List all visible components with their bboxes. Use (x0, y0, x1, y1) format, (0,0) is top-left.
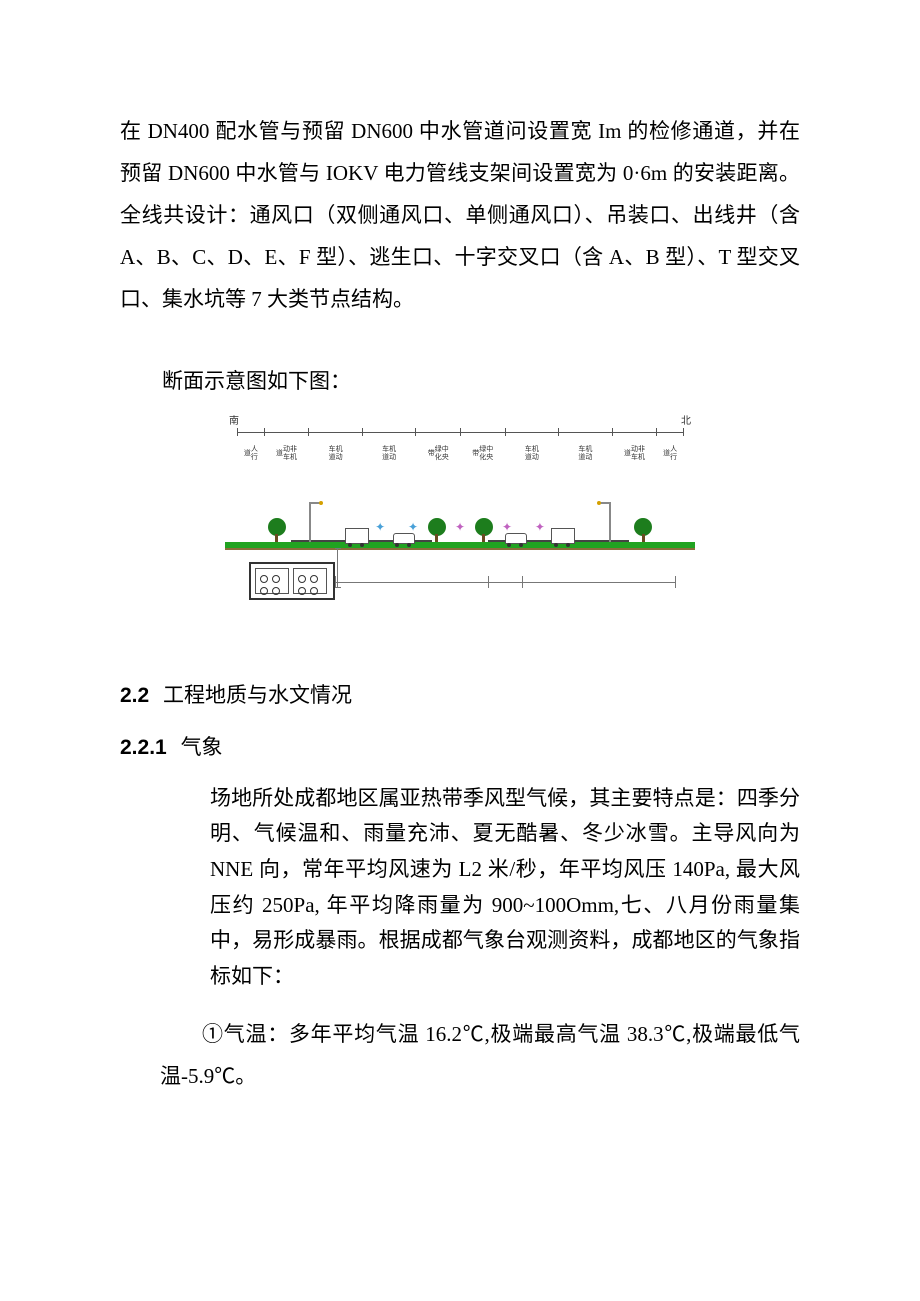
street-lamp-icon (609, 502, 611, 542)
paragraph-2-2-1-body: 场地所处成都地区属亚热带季风型气候，其主要特点是：四季分明、气候温和、雨量充沛、… (210, 781, 800, 995)
pipe-icon (298, 587, 306, 595)
bottom-dimension-rule (335, 582, 675, 583)
dimension-tick (335, 576, 336, 588)
pipe-icon (260, 575, 268, 583)
pipe-icon (310, 587, 318, 595)
dimension-tick (505, 428, 506, 436)
lane-label: 中央绿化带 (427, 442, 448, 464)
bottom-dimension-line (335, 572, 675, 602)
lane-label: 人行道 (663, 442, 677, 464)
paragraph-2-2-1-item1: ①气温：多年平均气温 16.2℃,极端最高气温 38.3℃,极端最低气温-5.9… (160, 1013, 800, 1097)
dimension-tick (683, 428, 684, 436)
dimension-tick (522, 576, 523, 588)
dimension-tick (558, 428, 559, 436)
cross-section-svg-area: 南 北 人行道非机动车道机动车道机动车道中央绿化带中央绿化带机动车道机动车道非机… (225, 412, 695, 622)
heading-2-2-number: 2.2 (120, 684, 149, 707)
dimension-tick (488, 576, 489, 588)
tree-icon (268, 518, 286, 542)
pipe-icon (298, 575, 306, 583)
heading-2-2: 2.2 工程地质与水文情况 (120, 677, 800, 715)
pipe-icon (272, 575, 280, 583)
dimension-tick (362, 428, 363, 436)
tree-icon (428, 518, 446, 542)
lane-label: 非机动车道 (276, 442, 297, 464)
street-lamp-icon (309, 502, 311, 542)
dimension-tick (237, 428, 238, 436)
tunnel-compartment-1 (255, 568, 289, 594)
heading-2-2-1-number: 2.2.1 (120, 736, 167, 759)
pipe-icon (260, 587, 268, 595)
lane-label: 非机动车道 (623, 442, 644, 464)
lane-label: 机动车道 (382, 442, 396, 464)
tree-icon (475, 518, 493, 542)
dimension-tick (675, 576, 676, 588)
heading-2-2-1-title: 气象 (181, 736, 223, 759)
tree-icon (634, 518, 652, 542)
truck-icon (551, 528, 575, 544)
lane-label: 人行道 (243, 442, 257, 464)
dimension-tick (612, 428, 613, 436)
heading-2-2-title: 工程地质与水文情况 (163, 684, 352, 707)
lane-label: 机动车道 (578, 442, 592, 464)
lane-marker-icon: ✦ (375, 520, 385, 535)
soil-strip (225, 548, 695, 550)
lane-marker-icon: ✦ (408, 520, 418, 535)
utility-tunnel-box (249, 562, 335, 600)
heading-2-2-1: 2.2.1 气象 (120, 729, 800, 767)
lane-label: 中央绿化带 (472, 442, 493, 464)
tunnel-compartment-2 (293, 568, 327, 594)
lane-marker-icon: ✦ (502, 520, 512, 535)
lane-label: 机动车道 (524, 442, 538, 464)
truck-icon (345, 528, 369, 544)
dimension-tick (308, 428, 309, 436)
lane-marker-icon: ✦ (455, 520, 465, 535)
figure-container: 南 北 人行道非机动车道机动车道机动车道中央绿化带中央绿化带机动车道机动车道非机… (120, 412, 800, 627)
lane-marker-icon: ✦ (535, 520, 545, 535)
pipe-icon (272, 587, 280, 595)
dimension-tick (460, 428, 461, 436)
figure-caption: 断面示意图如下图： (120, 360, 800, 402)
dimension-tick (264, 428, 265, 436)
top-dimension-line: 人行道非机动车道机动车道机动车道中央绿化带中央绿化带机动车道机动车道非机动车道人… (237, 424, 683, 464)
dimension-tick (656, 428, 657, 436)
paragraph-intro: 在 DN400 配水管与预留 DN600 中水管道问设置宽 Im 的检修通道，并… (120, 110, 800, 320)
lane-label: 机动车道 (328, 442, 342, 464)
pipe-icon (310, 575, 318, 583)
dimension-tick (415, 428, 416, 436)
cross-section-figure: 南 北 人行道非机动车道机动车道机动车道中央绿化带中央绿化带机动车道机动车道非机… (225, 412, 695, 622)
